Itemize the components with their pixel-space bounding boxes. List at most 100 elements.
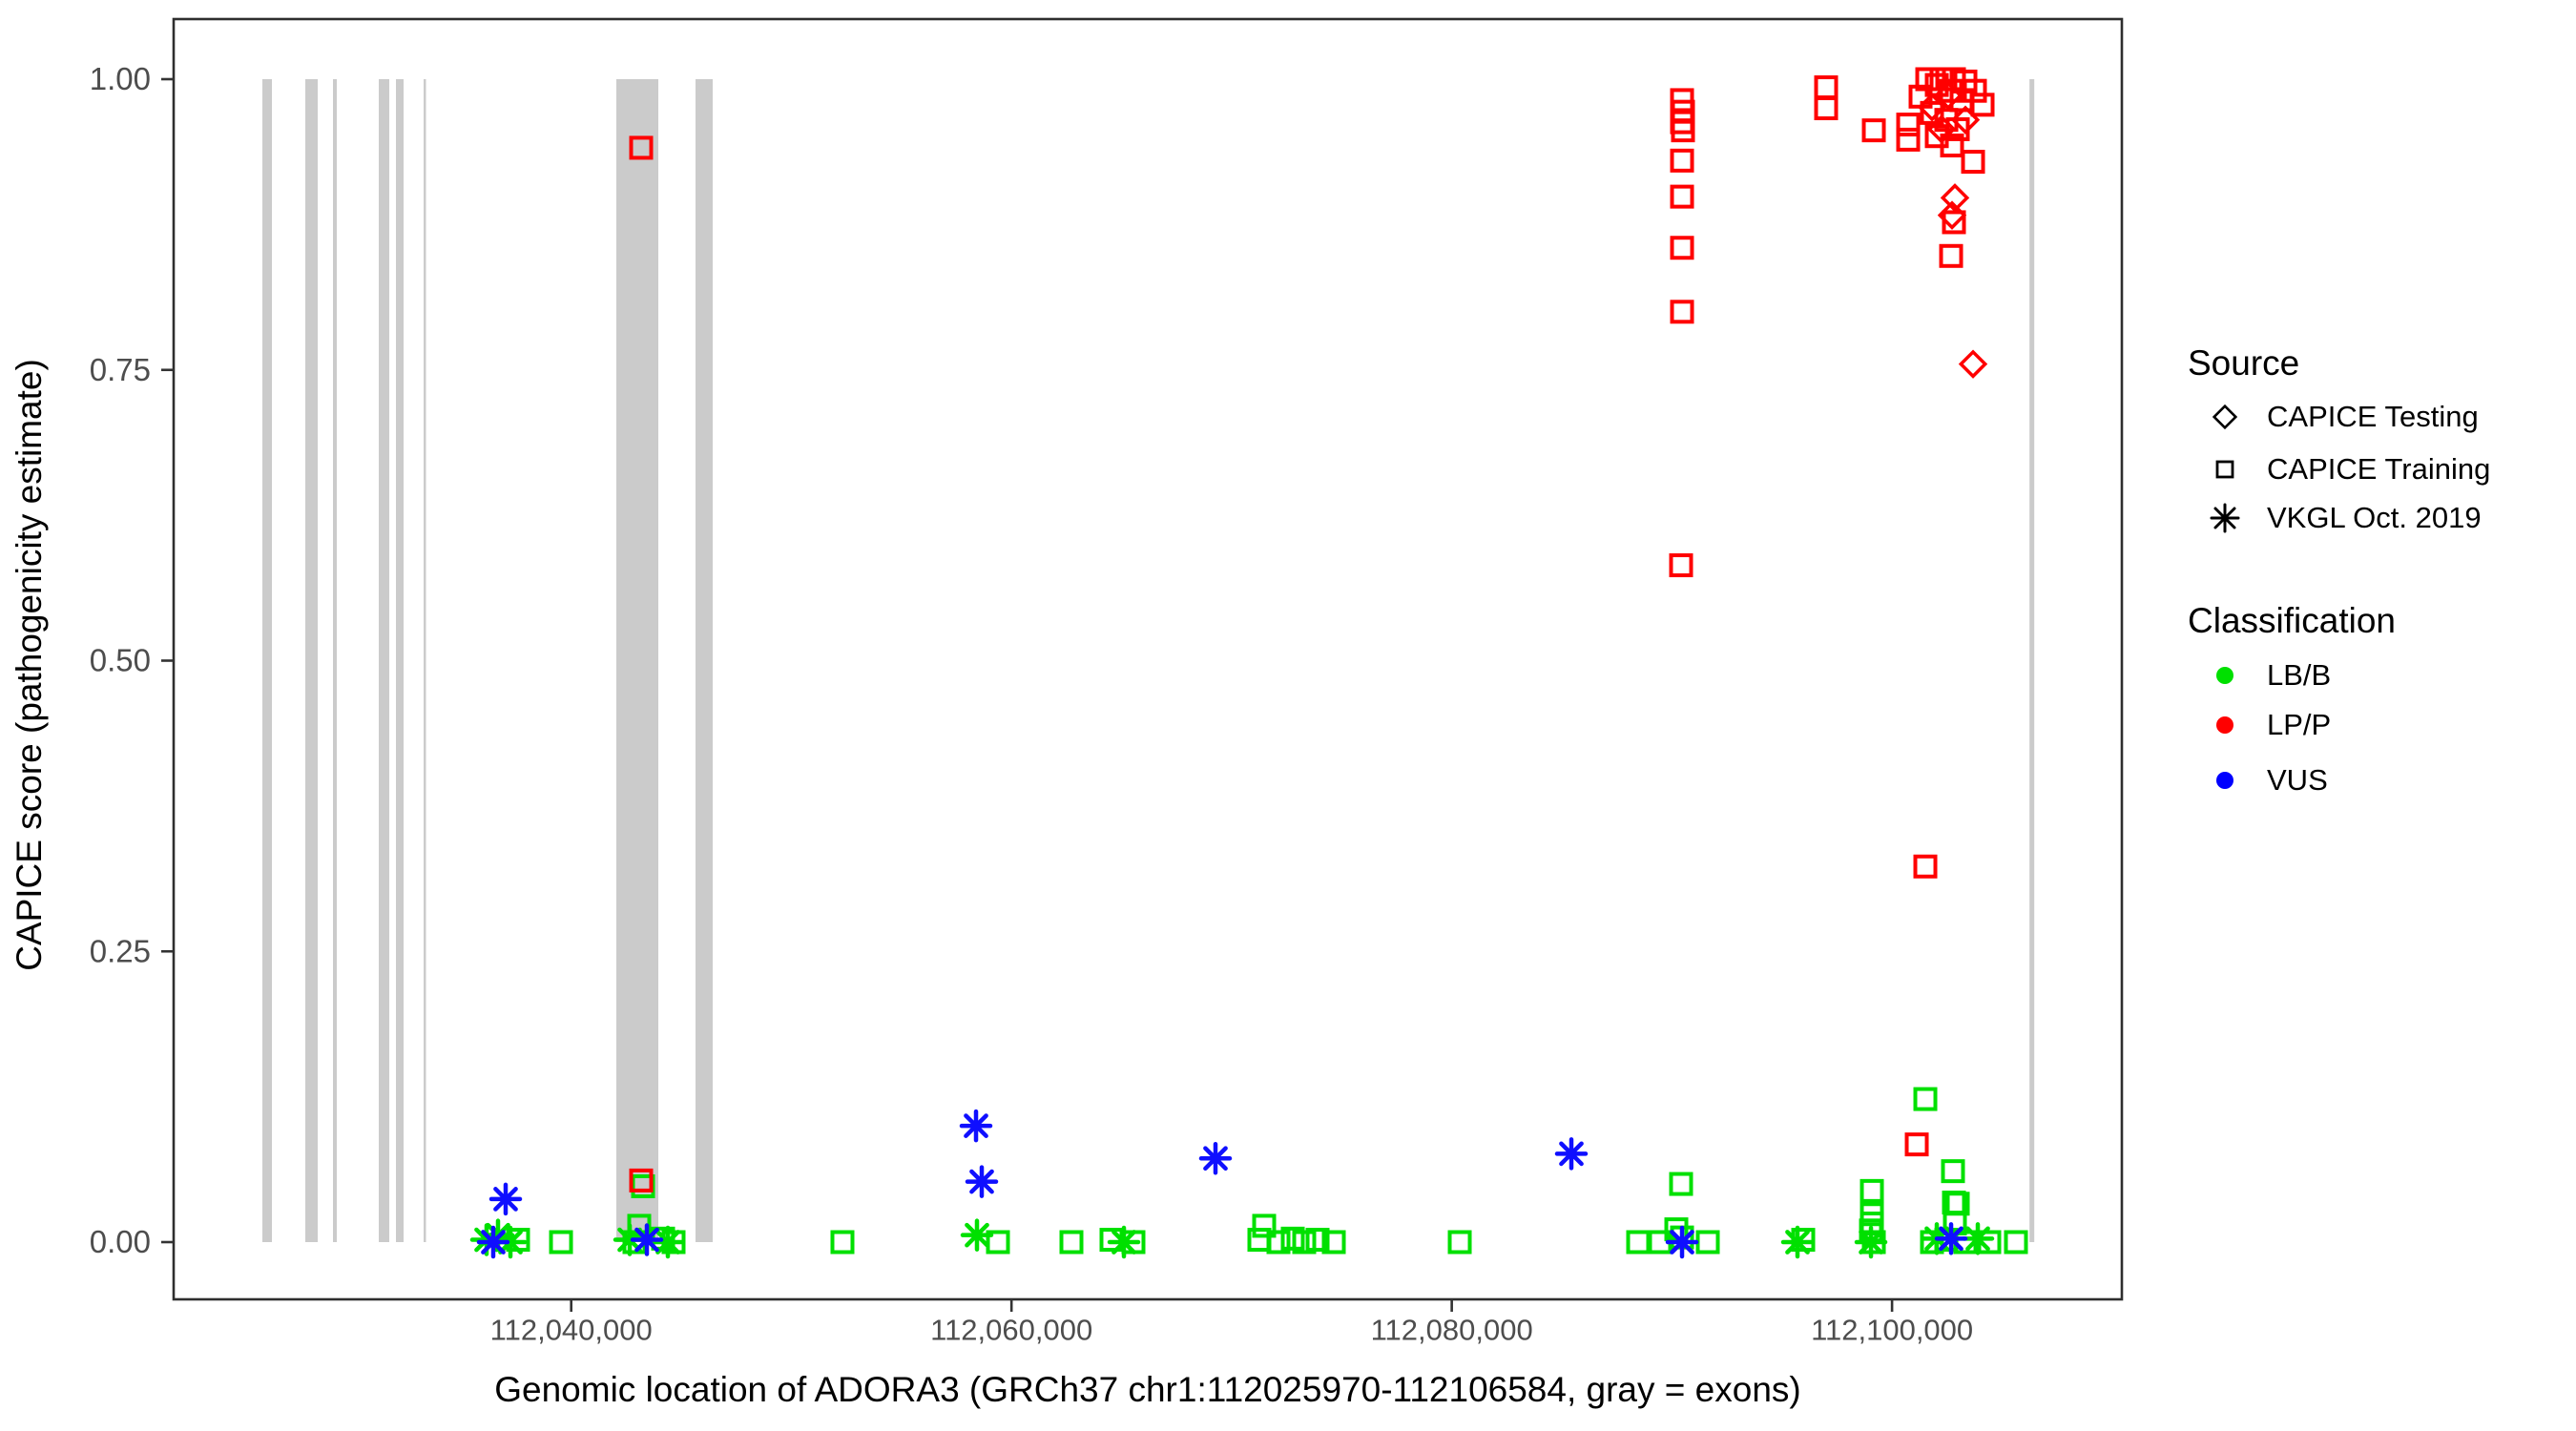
data-point-diamond (1933, 80, 1963, 111)
data-point-square (830, 1230, 855, 1255)
data-point-square (1941, 1159, 1965, 1184)
y-tick-label: 1.00 (90, 61, 151, 96)
exon-bar (2029, 79, 2035, 1242)
data-point-asterisk (1198, 1141, 1233, 1175)
exon-bar (333, 79, 337, 1242)
data-point-asterisk (488, 1182, 523, 1216)
diamond-icon (2212, 404, 2238, 430)
data-point-square (1669, 1172, 1693, 1196)
data-point-asterisk (476, 1225, 510, 1259)
legend-item-vkgl: VKGL Oct. 2019 (2204, 497, 2482, 539)
data-point-asterisk (1780, 1225, 1815, 1259)
data-point-square (1670, 300, 1694, 324)
blue-dot-icon (2216, 772, 2233, 789)
data-point-square (1913, 1087, 1938, 1111)
y-tick-label: 0.50 (90, 643, 151, 678)
exon-bar (378, 79, 390, 1242)
legend-item-vus: VUS (2204, 759, 2328, 801)
data-point-square (629, 1168, 654, 1192)
x-tick-label: 112,060,000 (930, 1313, 1092, 1346)
data-point-square (1942, 210, 1966, 235)
data-point-square (1670, 148, 1694, 173)
legend-label: LB/B (2267, 658, 2332, 692)
data-point-square (1977, 1230, 2002, 1255)
data-point-asterisk (1554, 1137, 1589, 1171)
y-tick-label: 0.25 (90, 933, 151, 968)
x-axis-title: Genomic location of ADORA3 (GRCh37 chr1:… (494, 1370, 1801, 1409)
exon-bar (262, 79, 272, 1242)
data-point-square (1861, 118, 1886, 143)
y-tick-label: 0.75 (90, 352, 151, 387)
data-point-diamond (1940, 183, 1970, 213)
data-point-square (1626, 1230, 1651, 1255)
data-point-asterisk (959, 1109, 993, 1143)
exon-bar (696, 79, 713, 1242)
legend-item-lpp: LP/P (2204, 704, 2331, 746)
data-point-square (1961, 150, 1985, 175)
legend-label: VUS (2267, 763, 2328, 797)
data-point-diamond (1937, 200, 1967, 230)
data-point-square (986, 1230, 1010, 1255)
data-point-asterisk (1854, 1225, 1888, 1259)
data-point-square (1252, 1213, 1277, 1238)
data-point-asterisk (965, 1165, 999, 1198)
data-point-asterisk (630, 1223, 664, 1256)
red-dot-icon (2216, 716, 2233, 734)
data-point-square (1292, 1230, 1317, 1255)
data-point-square (1896, 127, 1921, 152)
data-point-square (1121, 1230, 1146, 1255)
y-axis-title: CAPICE score (pathogenicity estimate) (10, 359, 49, 971)
x-tick-label: 112,040,000 (490, 1313, 653, 1346)
data-point-square (631, 1173, 655, 1198)
legend-label: CAPICE Testing (2267, 400, 2479, 433)
legend-label: VKGL Oct. 2019 (2267, 501, 2482, 534)
data-point-square (2004, 1230, 2028, 1255)
legend-label: LP/P (2267, 708, 2332, 741)
data-point-square (1970, 93, 1995, 117)
data-point-diamond (1926, 114, 1957, 144)
data-point-square (1814, 75, 1839, 100)
data-point-square (1059, 1230, 1084, 1255)
data-point-square (1791, 1228, 1816, 1253)
data-point-diamond (1917, 93, 1947, 122)
exon-bar (305, 79, 319, 1242)
data-point-asterisk (613, 1223, 647, 1256)
exon-bar (395, 79, 405, 1242)
asterisk-icon (2210, 503, 2240, 533)
x-tick-label: 112,080,000 (1371, 1313, 1533, 1346)
data-point-square (1963, 78, 1987, 103)
data-point-square (1305, 1228, 1330, 1253)
data-point-asterisk (469, 1223, 504, 1256)
exon-bar (423, 79, 426, 1242)
data-point-square (1266, 1230, 1291, 1255)
data-point-square (1913, 854, 1938, 879)
green-dot-icon (2216, 667, 2233, 684)
data-point-square (1670, 184, 1694, 209)
exon-bar (616, 79, 659, 1242)
data-point-square (1904, 1132, 1929, 1157)
data-point-square (1861, 1230, 1886, 1255)
x-tick-label: 112,100,000 (1811, 1313, 1973, 1346)
data-point-asterisk (960, 1218, 994, 1252)
data-point-square (1695, 1230, 1720, 1255)
data-point-square (1669, 553, 1693, 578)
data-point-square (506, 1228, 530, 1253)
data-point-square (629, 135, 654, 160)
legend-title-source: Source (2188, 343, 2300, 383)
data-point-square (1670, 236, 1694, 260)
data-point-asterisk (493, 1225, 528, 1259)
data-point-square (1814, 95, 1839, 120)
legend-item-capice-training: CAPICE Training (2204, 448, 2490, 490)
panel-border (172, 17, 2124, 1301)
square-icon (2215, 460, 2234, 479)
data-point-square (1940, 133, 1964, 157)
data-point-asterisk (1934, 1222, 1968, 1255)
data-point-asterisk (651, 1225, 685, 1259)
y-tick-label: 0.00 (90, 1224, 151, 1259)
data-point-square (1321, 1230, 1346, 1255)
legend-title-classification: Classification (2188, 601, 2396, 640)
legend-item-capice-testing: CAPICE Testing (2204, 396, 2479, 438)
data-point-square (1671, 118, 1695, 143)
